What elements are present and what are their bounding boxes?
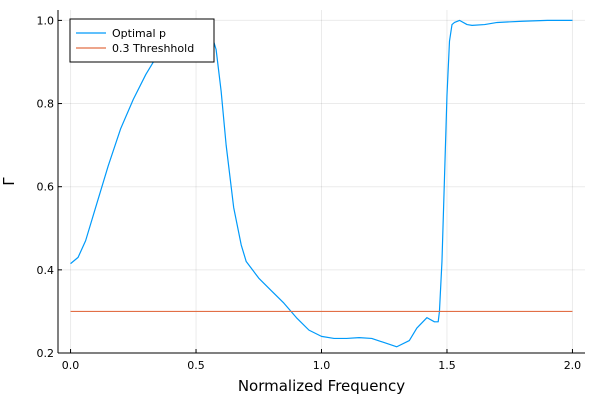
x-tick-label-2: 1.0 [313, 359, 331, 372]
legend-label-0: Optimal p [112, 27, 166, 40]
y-tick-label-0: 0.2 [37, 347, 55, 360]
legend-label-1: 0.3 Threshhold [112, 42, 194, 55]
x-axis-label: Normalized Frequency [238, 377, 405, 395]
x-tick-label-3: 1.5 [438, 359, 456, 372]
y-tick-label-3: 0.8 [37, 98, 55, 111]
tick-labels: 0.0 0.5 1.0 1.5 2.0 0.2 0.4 0.6 0.8 1.0 [37, 14, 582, 372]
y-tick-label-2: 0.6 [37, 181, 55, 194]
y-tick-label-1: 0.4 [37, 264, 55, 277]
legend: Optimal p 0.3 Threshhold [69, 18, 215, 63]
x-tick-label-1: 0.5 [187, 359, 205, 372]
y-tick-label-4: 1.0 [37, 14, 55, 27]
y-axis-label: Γ [0, 177, 18, 186]
x-tick-label-4: 2.0 [564, 359, 582, 372]
legend-box [69, 18, 215, 63]
x-tick-label-0: 0.0 [62, 359, 80, 372]
